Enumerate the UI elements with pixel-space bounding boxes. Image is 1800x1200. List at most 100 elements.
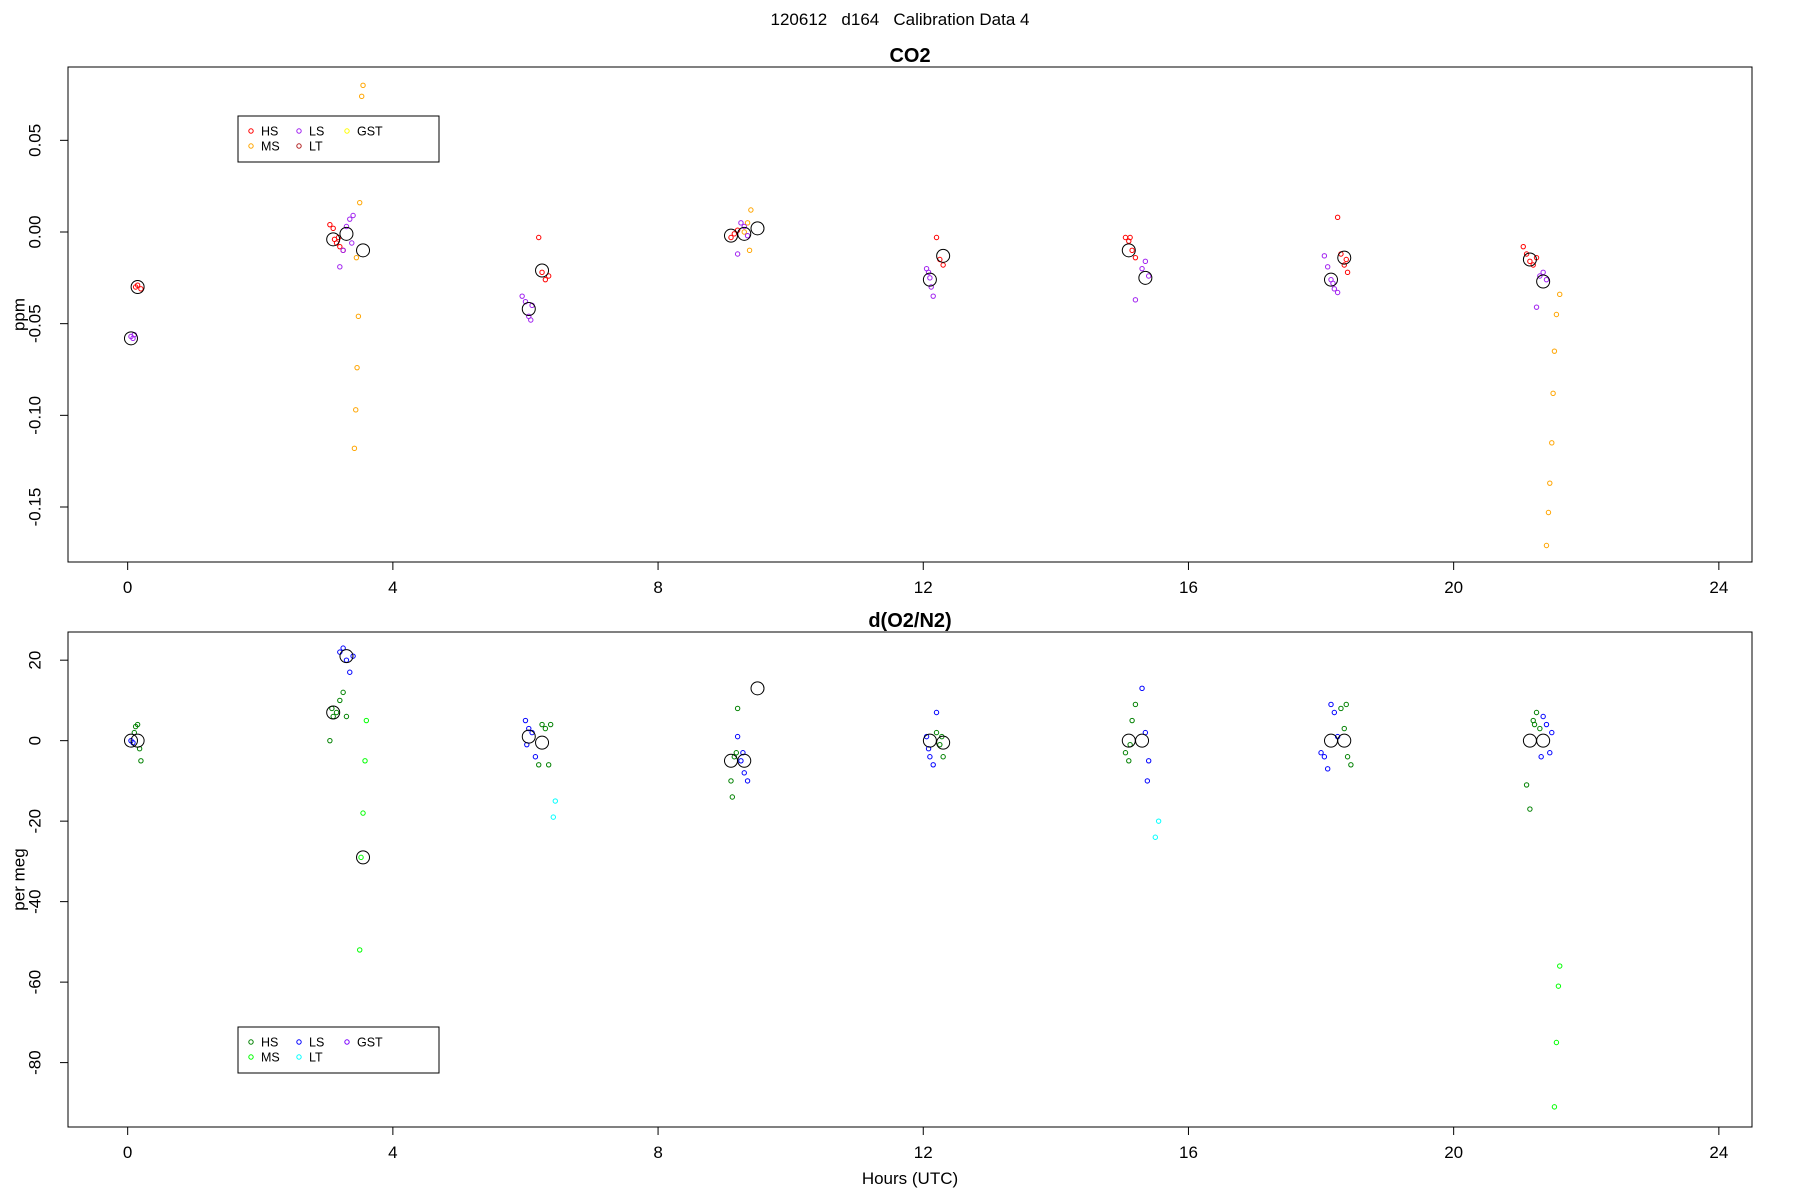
- data-point: [1321, 754, 1328, 760]
- y-axis-label: ppm: [9, 298, 28, 331]
- data-point: [738, 220, 744, 226]
- data-point: [733, 750, 739, 756]
- mean-point: [356, 850, 371, 865]
- legend-marker: [344, 1039, 350, 1045]
- data-point: [1547, 480, 1553, 486]
- mean-point: [750, 221, 765, 236]
- data-point: [1531, 721, 1538, 728]
- x-tick-label: 12: [914, 1143, 933, 1162]
- data-point: [729, 794, 736, 800]
- data-point: [545, 762, 552, 768]
- mean-point: [1522, 252, 1537, 267]
- data-point: [744, 220, 751, 226]
- x-tick-label: 4: [388, 1143, 397, 1162]
- data-point: [1331, 286, 1338, 292]
- mean-point: [339, 649, 354, 664]
- data-point: [1334, 289, 1341, 296]
- data-point: [1122, 750, 1129, 756]
- data-point: [1557, 291, 1563, 298]
- data-point: [748, 207, 754, 213]
- data-point: [526, 725, 532, 732]
- x-tick-label: 8: [653, 1143, 662, 1162]
- data-point: [522, 717, 529, 724]
- data-point: [539, 721, 545, 728]
- data-point: [357, 947, 363, 953]
- data-point: [734, 251, 741, 257]
- mean-circles: [123, 221, 1551, 346]
- y-tick-label: -20: [25, 809, 44, 834]
- data-point: [138, 758, 144, 764]
- data-point: [1338, 705, 1344, 712]
- data-point: [740, 750, 746, 756]
- data-point: [132, 284, 139, 290]
- data-point: [1547, 750, 1553, 756]
- mean-point: [356, 243, 371, 258]
- x-tick-label: 16: [1179, 578, 1198, 597]
- data-point: [337, 243, 343, 250]
- mean-point: [1121, 243, 1136, 258]
- data-point: [350, 212, 356, 219]
- data-point: [1543, 276, 1550, 283]
- mean-point: [737, 226, 752, 241]
- legend-marker: [248, 1054, 254, 1060]
- data-point: [1530, 262, 1536, 268]
- data-point: [930, 762, 936, 768]
- data-point: [940, 754, 946, 760]
- series-hs: [132, 214, 1540, 292]
- data-point: [1551, 1104, 1558, 1110]
- mean-point: [123, 331, 138, 346]
- x-tick-label: 8: [653, 578, 662, 597]
- data-point: [359, 93, 365, 100]
- data-point: [1142, 258, 1149, 265]
- data-point: [933, 729, 940, 736]
- page-title: 120612 d164 Calibration Data 4: [770, 10, 1030, 29]
- data-point: [528, 317, 534, 323]
- data-point: [940, 262, 946, 268]
- data-point: [741, 223, 747, 230]
- x-tick-label: 24: [1709, 578, 1728, 597]
- data-point: [1537, 273, 1543, 279]
- mean-point: [521, 729, 536, 744]
- data-point: [1527, 806, 1533, 812]
- data-point: [734, 705, 741, 712]
- y-tick-label: -80: [25, 1050, 44, 1075]
- legend-entry-lt: LT: [309, 140, 323, 154]
- data-point: [536, 762, 542, 768]
- legend-marker: [248, 143, 254, 149]
- mean-point: [723, 753, 738, 768]
- series-ms: [357, 717, 1563, 1110]
- data-point: [1523, 782, 1530, 788]
- y-tick-label: -0.15: [25, 488, 44, 527]
- data-point: [1129, 247, 1135, 254]
- data-point: [519, 293, 525, 299]
- data-point: [330, 225, 336, 232]
- data-point: [1348, 762, 1354, 768]
- mean-point: [1324, 272, 1338, 287]
- legend-marker: [296, 1054, 302, 1060]
- data-point: [728, 778, 734, 784]
- data-point: [363, 717, 370, 724]
- data-point: [1540, 713, 1546, 720]
- y-axis-label: per meg: [9, 848, 28, 910]
- y-tick-label: 0: [25, 736, 44, 745]
- data-point: [362, 758, 368, 764]
- mean-point: [1536, 274, 1551, 289]
- legend-box: [237, 115, 440, 163]
- data-point: [1343, 256, 1349, 263]
- data-point: [1557, 963, 1563, 969]
- series-hs: [131, 689, 1543, 812]
- panel-1: CO2 0 4 8 12 16 20 24 -0.15 -0.10 -0.05 0.00 0.05 ppm…: [9, 45, 1753, 597]
- x-tick-label: 20: [1444, 1143, 1463, 1162]
- mean-point: [535, 263, 550, 278]
- mean-point: [123, 733, 138, 748]
- data-point: [937, 741, 943, 748]
- mean-point: [339, 226, 354, 241]
- x-tick-label: 12: [914, 578, 933, 597]
- legend-entry-hs: HS: [261, 1036, 278, 1050]
- data-point: [552, 798, 558, 804]
- data-point: [550, 814, 557, 820]
- data-point: [1543, 721, 1550, 728]
- data-point: [1334, 214, 1341, 221]
- data-point: [1533, 709, 1540, 716]
